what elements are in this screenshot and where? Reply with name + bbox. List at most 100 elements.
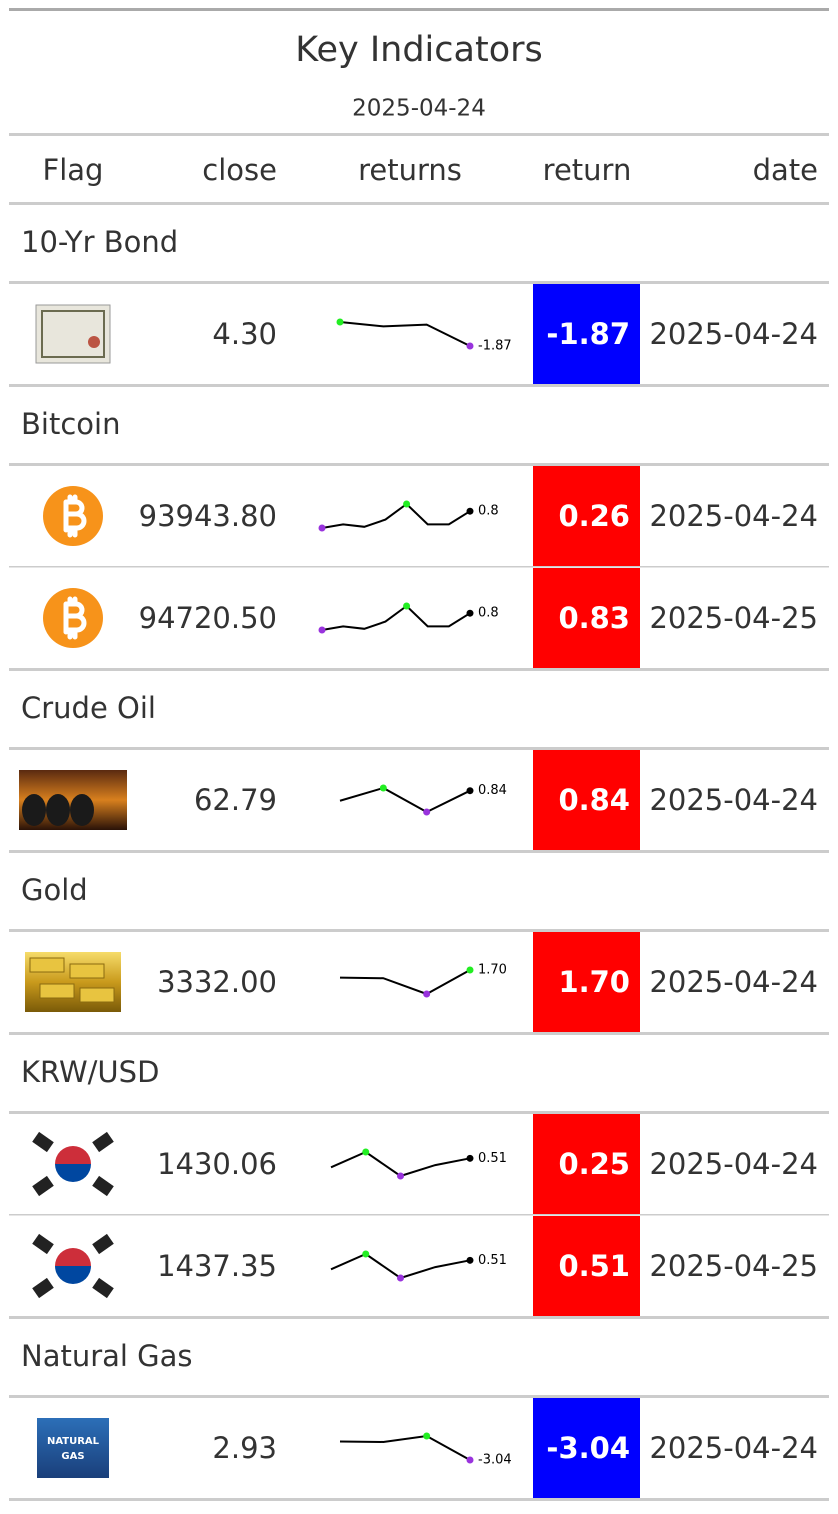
sparkline-label: 0.8 [478, 504, 499, 519]
sparkline-point [403, 500, 411, 508]
group-label: Gold [21, 873, 88, 907]
column-header: return [543, 153, 632, 187]
flag-icon [92, 1233, 114, 1255]
rule [9, 384, 829, 387]
sparkline [321, 604, 471, 631]
close: 4.30 [212, 317, 277, 351]
sparkline-point [403, 602, 411, 610]
flag-icon [32, 1175, 54, 1197]
flag-icon [92, 1277, 114, 1299]
date: 2025-04-25 [649, 1249, 818, 1283]
title: Key Indicators [295, 30, 542, 70]
return-cell [533, 284, 640, 384]
sparkline-point [466, 1256, 474, 1264]
date: 2025-04-24 [649, 499, 818, 533]
rule [9, 1395, 829, 1398]
column-header: date [753, 153, 818, 187]
sparkline-point [466, 966, 474, 974]
flag-icon [55, 1266, 91, 1284]
rule [9, 281, 829, 284]
sparkline [330, 1252, 471, 1280]
return: 0.51 [558, 1249, 630, 1283]
group-label: Bitcoin [21, 407, 120, 441]
sparkline-label: 0.51 [478, 1253, 507, 1268]
sparkline-point [397, 1172, 404, 1180]
rule [9, 747, 829, 750]
sparkline [339, 969, 471, 996]
return: 0.83 [558, 601, 630, 635]
flag-icon [70, 794, 94, 826]
column-header: returns [358, 153, 462, 187]
sparkline [330, 1150, 471, 1178]
rule [9, 463, 829, 466]
sparkline [321, 502, 471, 529]
flag-icon [55, 1248, 91, 1266]
return: -1.87 [546, 317, 630, 351]
rule [9, 850, 829, 853]
date: 2025-04-24 [649, 317, 818, 351]
rule [9, 1111, 829, 1114]
rule [9, 668, 829, 671]
flag-icon [46, 794, 70, 826]
sparkline-label: 0.8 [478, 606, 499, 621]
sparkline [339, 786, 471, 814]
flag-icon [29, 957, 65, 973]
sparkline [339, 1434, 471, 1461]
flag-icon [88, 336, 100, 348]
rule [9, 1214, 829, 1216]
return: 0.84 [558, 783, 630, 817]
group-label: Crude Oil [21, 691, 156, 725]
return: -3.04 [546, 1431, 630, 1465]
flag-icon [22, 794, 46, 826]
sparkline-label: 1.70 [478, 963, 507, 978]
flag-icon [35, 304, 111, 364]
image-text: GAS [61, 1451, 84, 1462]
flag-icon [32, 1277, 54, 1299]
top-border [9, 8, 829, 11]
group-label: 10-Yr Bond [21, 225, 178, 259]
sparkline-point [466, 342, 474, 350]
date: 2025-04-24 [649, 1431, 818, 1465]
sparkline-point [362, 1148, 370, 1156]
flag-icon [92, 1131, 114, 1153]
sparkline-point [466, 609, 474, 617]
return-cell [533, 568, 640, 668]
sparkline-point [362, 1250, 370, 1258]
sparkline-point [318, 626, 326, 634]
rule [9, 1498, 829, 1501]
rule [9, 133, 829, 136]
subtitle: 2025-04-24 [352, 96, 486, 122]
return: 0.26 [558, 499, 630, 533]
flag-icon [41, 310, 105, 358]
flag-icon [69, 963, 105, 979]
flag-icon [37, 1418, 109, 1478]
return-cell [533, 1216, 640, 1316]
image-text: NATURAL [47, 1436, 100, 1447]
rule [9, 202, 829, 205]
sparkline-label: -1.87 [478, 339, 512, 354]
sparkline-point [397, 1274, 404, 1282]
return-cell [533, 466, 640, 566]
rule [9, 1316, 829, 1319]
close: 62.79 [194, 783, 277, 817]
sparkline-point [423, 1432, 431, 1440]
sparkline-label: -3.04 [478, 1453, 512, 1468]
return-cell [533, 932, 640, 1032]
flag-icon [63, 494, 87, 538]
flag-icon [32, 1233, 54, 1255]
sparkline-label: 0.51 [478, 1151, 507, 1166]
flag-icon [55, 1164, 91, 1182]
sparkline-point [318, 524, 326, 532]
close: 93943.80 [139, 499, 277, 533]
return-cell [533, 1398, 640, 1498]
flag-icon [32, 1131, 54, 1153]
sparkline [339, 321, 471, 347]
close: 1430.06 [157, 1147, 277, 1181]
close: 1437.35 [157, 1249, 277, 1283]
sparkline-point [423, 808, 431, 816]
sparkline-point [336, 318, 344, 326]
sparkline-point [466, 507, 474, 515]
date: 2025-04-25 [649, 601, 818, 635]
close: 94720.50 [139, 601, 277, 635]
